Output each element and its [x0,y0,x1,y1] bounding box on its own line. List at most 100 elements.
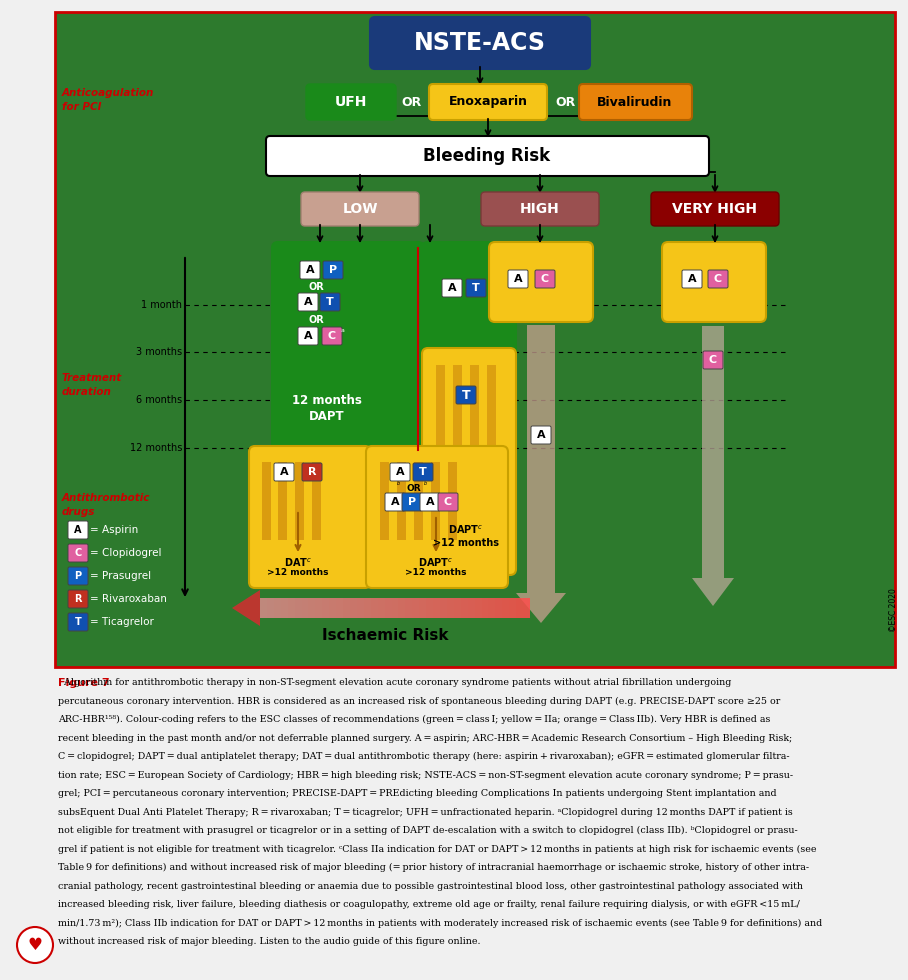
Polygon shape [447,598,454,618]
Text: A: A [74,525,82,535]
Polygon shape [364,598,370,618]
Polygon shape [322,598,330,618]
FancyBboxPatch shape [322,327,342,345]
Text: C: C [328,331,336,341]
Text: P: P [74,571,82,581]
Polygon shape [370,598,378,618]
FancyBboxPatch shape [442,279,462,297]
Polygon shape [516,598,523,618]
Text: OR: OR [308,282,324,292]
FancyArrow shape [692,326,734,606]
Text: C: C [74,548,82,558]
FancyBboxPatch shape [413,463,433,481]
Polygon shape [357,598,364,618]
Text: Antithrombotic
drugs: Antithrombotic drugs [62,493,151,516]
Text: HIGH: HIGH [520,202,560,216]
Text: >12 months: >12 months [267,567,329,576]
Text: A: A [303,297,312,307]
Text: = Clopidogrel: = Clopidogrel [90,548,162,558]
Text: C: C [714,274,722,284]
FancyBboxPatch shape [579,84,692,120]
FancyBboxPatch shape [420,493,440,511]
FancyBboxPatch shape [481,192,599,226]
Polygon shape [509,598,516,618]
Polygon shape [391,598,399,618]
Text: 3 months: 3 months [136,347,182,357]
Text: grel; PCI = percutaneous coronary intervention; PRECISE-DAPT = PREdicting bleedi: grel; PCI = percutaneous coronary interv… [58,789,776,798]
Text: >12 months: >12 months [405,567,467,576]
Polygon shape [288,598,294,618]
Text: >12 months: >12 months [433,538,499,548]
Text: Enoxaparin: Enoxaparin [449,95,528,109]
Text: R: R [74,594,82,604]
Text: ©ESC 2020: ©ESC 2020 [889,588,897,632]
Polygon shape [433,598,440,618]
Polygon shape [412,598,419,618]
FancyBboxPatch shape [266,136,709,176]
FancyBboxPatch shape [703,351,723,369]
Polygon shape [419,598,426,618]
Text: A: A [514,274,522,284]
Polygon shape [440,598,447,618]
Text: percutaneous coronary intervention. HBR is considered as an increased risk of sp: percutaneous coronary intervention. HBR … [58,697,780,706]
FancyBboxPatch shape [274,463,294,481]
Text: T: T [461,388,470,402]
Text: A: A [280,467,289,477]
Text: OR: OR [555,95,575,109]
Text: 6 months: 6 months [136,395,182,405]
Polygon shape [315,598,322,618]
FancyBboxPatch shape [298,327,318,345]
FancyBboxPatch shape [531,426,551,444]
Text: A: A [390,497,400,507]
Text: A: A [306,265,314,275]
FancyBboxPatch shape [489,242,593,322]
Text: tion rate; ESC = European Society of Cardiology; HBR = high bleeding risk; NSTE-: tion rate; ESC = European Society of Car… [58,770,793,779]
Text: P: P [329,265,337,275]
FancyBboxPatch shape [456,386,476,404]
Polygon shape [274,598,281,618]
FancyBboxPatch shape [366,446,508,588]
Text: Figure 7: Figure 7 [58,678,110,688]
Text: A: A [396,467,404,477]
FancyBboxPatch shape [301,192,419,226]
Text: T: T [326,297,334,307]
FancyBboxPatch shape [295,462,304,540]
Polygon shape [378,598,385,618]
Text: DAT$^c$: DAT$^c$ [284,557,312,569]
FancyBboxPatch shape [414,462,423,540]
Text: P: P [408,497,416,507]
Polygon shape [454,598,460,618]
FancyBboxPatch shape [306,84,396,120]
FancyBboxPatch shape [55,12,895,667]
FancyArrow shape [516,325,566,623]
Text: = Aspirin: = Aspirin [90,525,138,535]
FancyBboxPatch shape [436,365,445,445]
Text: ARC-HBR¹⁵⁸). Colour-coding refers to the ESC classes of recommendations (green =: ARC-HBR¹⁵⁸). Colour-coding refers to the… [58,715,770,724]
FancyBboxPatch shape [708,270,728,288]
FancyBboxPatch shape [278,462,287,540]
Text: Ischaemic Risk: Ischaemic Risk [321,627,449,643]
Text: C = clopidogrel; DAPT = dual antiplatelet therapy; DAT = dual antithrombotic the: C = clopidogrel; DAPT = dual antiplatele… [58,752,790,761]
Text: NSTE-ACS: NSTE-ACS [414,31,546,55]
FancyBboxPatch shape [68,521,88,539]
FancyBboxPatch shape [68,567,88,585]
Text: T: T [74,617,82,627]
Text: not eligible for treatment with prasugrel or ticagrelor or in a setting of DAPT : not eligible for treatment with prasugre… [58,826,798,835]
Polygon shape [475,598,481,618]
FancyBboxPatch shape [448,462,457,540]
Text: recent bleeding in the past month and/or not deferrable planned surgery. A = asp: recent bleeding in the past month and/or… [58,733,793,743]
Text: cranial pathology, recent gastrointestinal bleeding or anaemia due to possible g: cranial pathology, recent gastrointestin… [58,881,803,891]
Text: a: a [340,327,344,332]
Text: DAPT$^c$: DAPT$^c$ [419,557,454,569]
Text: = Prasugrel: = Prasugrel [90,571,151,581]
Text: 12 months
DAPT: 12 months DAPT [292,394,362,422]
Polygon shape [260,598,267,618]
Text: Treatment
duration: Treatment duration [62,373,123,397]
Text: Table 9 for definitions) and without increased risk of major bleeding (= prior h: Table 9 for definitions) and without inc… [58,863,809,872]
FancyBboxPatch shape [68,544,88,562]
FancyBboxPatch shape [370,17,590,69]
FancyBboxPatch shape [385,493,405,511]
Text: A: A [303,331,312,341]
FancyBboxPatch shape [662,242,766,322]
Text: = Rivaroxaban: = Rivaroxaban [90,594,167,604]
